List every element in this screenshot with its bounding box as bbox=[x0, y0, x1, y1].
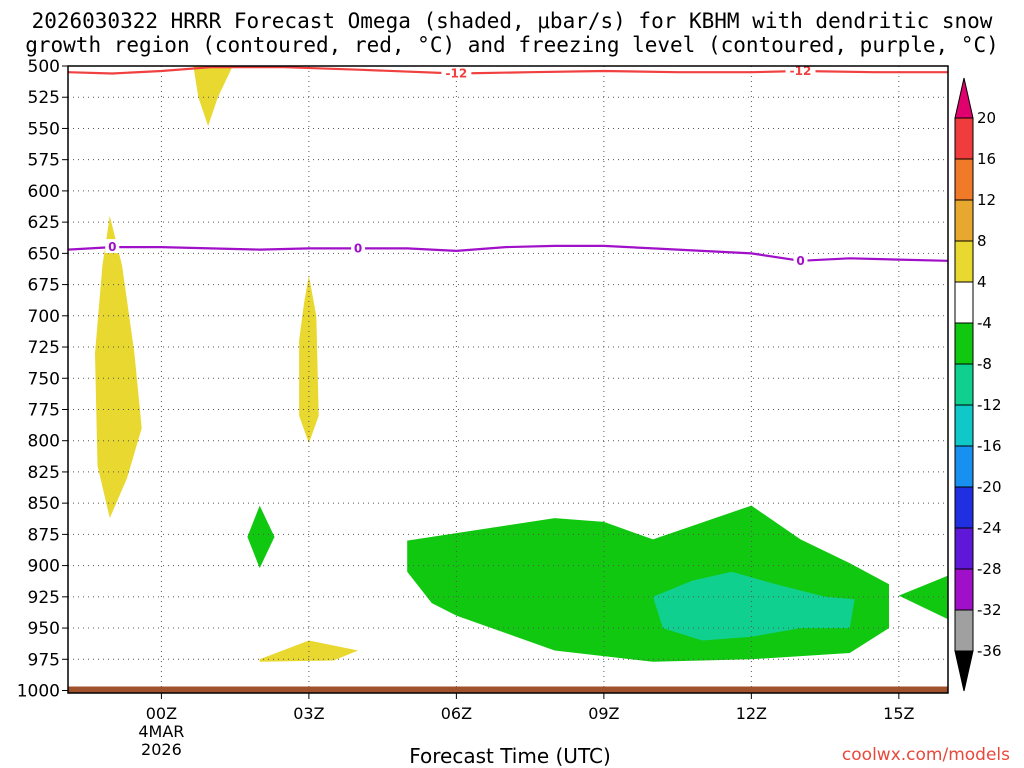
ground-surface bbox=[68, 686, 948, 693]
y-tick-label: 975 bbox=[28, 650, 60, 670]
y-tick-label: 775 bbox=[28, 400, 60, 420]
contour-lines: -12 -12 0 0 0 bbox=[68, 64, 948, 268]
contour-label-bg bbox=[785, 66, 816, 77]
colorbar-swatch bbox=[954, 527, 974, 570]
colorbar-tick-label: -16 bbox=[977, 437, 1002, 455]
colorbar-swatch bbox=[954, 117, 974, 160]
y-tick-label: 925 bbox=[28, 588, 60, 608]
colorbar-tick-label: 20 bbox=[977, 109, 996, 127]
credit-link[interactable]: coolwx.com/models bbox=[841, 745, 1010, 765]
colorbar-tick-label: -4 bbox=[977, 314, 992, 332]
x-date-label: 4MAR bbox=[138, 722, 184, 741]
x-tick-label: 15Z bbox=[883, 704, 914, 723]
y-tick-label: 525 bbox=[28, 88, 60, 108]
colorbar-tick-label: 4 bbox=[977, 273, 987, 291]
y-tick-label: 675 bbox=[28, 276, 60, 296]
x-year-label: 2026 bbox=[141, 740, 182, 759]
x-tick-label: 09Z bbox=[588, 704, 619, 723]
y-tick-label: 725 bbox=[28, 338, 60, 358]
colorbar-swatch bbox=[954, 609, 974, 652]
colorbar-bottom-arrow bbox=[954, 650, 974, 692]
colorbar-tick-label: -20 bbox=[977, 478, 1002, 496]
y-tick-label: 900 bbox=[28, 557, 60, 577]
omega-region-7 bbox=[653, 571, 855, 641]
omega-shaded-regions bbox=[95, 66, 948, 662]
colorbar: 20 16 12 8 4 -4 -8 -12 -16 -20 -24 -28 -32 -36 bbox=[954, 77, 1002, 692]
colorbar-swatch bbox=[954, 322, 974, 365]
colorbar-tick-label: -32 bbox=[977, 601, 1002, 619]
colorbar-swatch bbox=[954, 404, 974, 447]
y-tick-label: 825 bbox=[28, 463, 60, 483]
colorbar-top-arrow bbox=[954, 77, 974, 119]
omega-region-6 bbox=[898, 575, 948, 620]
y-tick-label: 850 bbox=[28, 494, 60, 514]
y-tick-label: 750 bbox=[28, 369, 60, 389]
y-tick-label: 950 bbox=[28, 619, 60, 639]
colorbar-tick-label: -8 bbox=[977, 355, 992, 373]
y-tick-label: 650 bbox=[28, 244, 60, 264]
colorbar-swatch bbox=[954, 486, 974, 529]
colorbar-swatch bbox=[954, 281, 974, 324]
x-axis-label: Forecast Time (UTC) bbox=[409, 744, 611, 768]
contour-label: -12 bbox=[790, 64, 812, 78]
omega-region-5 bbox=[407, 505, 889, 662]
omega-region-4 bbox=[247, 505, 275, 569]
colorbar-swatch bbox=[954, 158, 974, 201]
colorbar-swatch bbox=[954, 199, 974, 242]
colorbar-tick-label: -12 bbox=[977, 396, 1002, 414]
omega-region-0 bbox=[193, 66, 233, 126]
x-tick-label: 03Z bbox=[293, 704, 324, 723]
colorbar-tick-label: 16 bbox=[977, 150, 996, 168]
y-tick-label: 700 bbox=[28, 307, 60, 327]
colorbar-swatch bbox=[954, 568, 974, 611]
y-tick-label: 500 bbox=[28, 57, 60, 77]
chart-title-line1: 2026030322 HRRR Forecast Omega (shaded, … bbox=[31, 9, 993, 33]
plot-frame bbox=[67, 65, 949, 694]
colorbar-tick-label: -24 bbox=[977, 519, 1002, 537]
x-tick-label: 06Z bbox=[441, 704, 472, 723]
colorbar-tick-label: 12 bbox=[977, 191, 996, 209]
contour-label: -12 bbox=[446, 66, 468, 80]
contour-label-bg bbox=[793, 252, 808, 267]
x-tick-label: 00Z bbox=[146, 704, 177, 723]
y-tick-label: 1000 bbox=[17, 682, 60, 702]
chart-title-line2: growth region (contoured, red, °C) and f… bbox=[25, 33, 999, 57]
colorbar-tick-label: 8 bbox=[977, 232, 987, 250]
grid-lines bbox=[68, 65, 948, 693]
y-axis: 500 525 550 575 600 625 650 675 700 725 750 775 800 8… bbox=[17, 57, 68, 702]
colorbar-tick-label: -36 bbox=[977, 642, 1002, 660]
contour-label-bg bbox=[351, 240, 366, 255]
y-tick-label: 625 bbox=[28, 213, 60, 233]
y-tick-label: 550 bbox=[28, 119, 60, 139]
omega-region-2 bbox=[299, 275, 319, 444]
contour-label: 0 bbox=[354, 241, 362, 255]
colorbar-tick-label: -28 bbox=[977, 560, 1002, 578]
contour-label: 0 bbox=[796, 254, 804, 268]
x-tick-label: 12Z bbox=[736, 704, 767, 723]
contour-label: 0 bbox=[108, 240, 116, 254]
ground-bar bbox=[68, 686, 948, 693]
omega-region-1 bbox=[95, 215, 142, 519]
y-tick-label: 875 bbox=[28, 525, 60, 545]
y-tick-label: 575 bbox=[28, 151, 60, 171]
contour-label-bg bbox=[105, 239, 120, 254]
colorbar-swatch bbox=[954, 363, 974, 406]
contour-label-bg bbox=[441, 66, 472, 80]
colorbar-swatch bbox=[954, 240, 974, 283]
y-tick-label: 800 bbox=[28, 432, 60, 452]
y-tick-label: 600 bbox=[28, 182, 60, 202]
colorbar-swatch bbox=[954, 445, 974, 488]
